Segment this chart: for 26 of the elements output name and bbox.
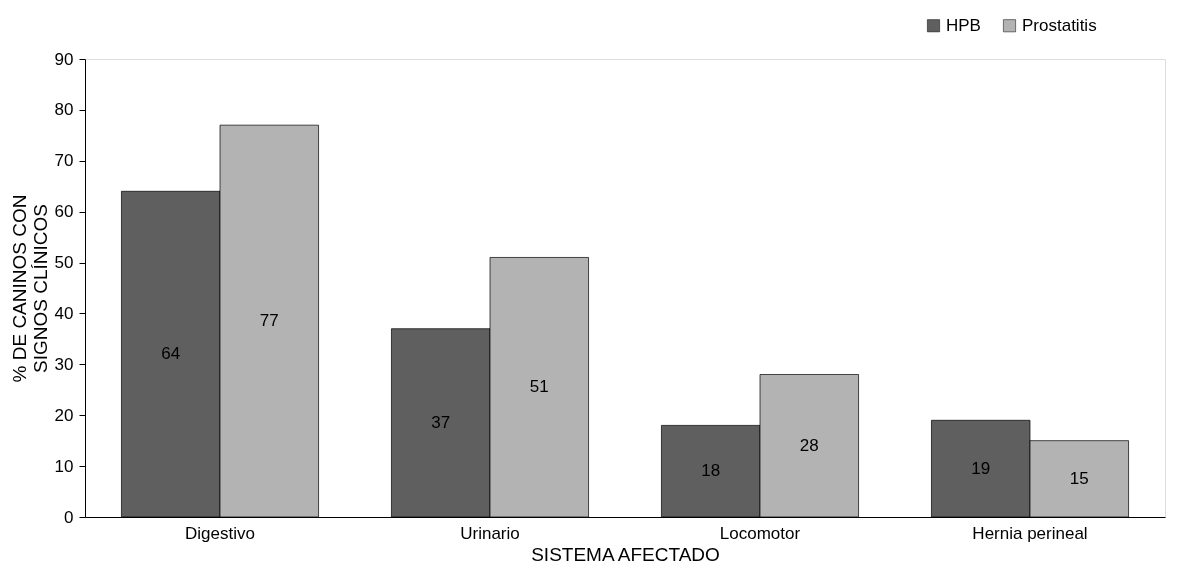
- y-axis-title: % DE CANINOS CON SIGNOS CLÍNICOS: [8, 194, 51, 383]
- x-axis-title: SISTEMA AFECTADO: [531, 543, 720, 565]
- y-tick-label: 30: [54, 354, 74, 374]
- y-tick-label: 70: [54, 151, 74, 171]
- data-label: 64: [161, 344, 181, 364]
- legend-label: Prostatitis: [1022, 15, 1097, 35]
- data-label: 51: [529, 377, 549, 397]
- y-tick-label: 60: [54, 202, 74, 222]
- y-tick-label: 0: [64, 507, 74, 527]
- y-tick-label: 50: [54, 253, 74, 273]
- data-label: 15: [1069, 468, 1089, 488]
- x-tick-label: Hernia perineal: [972, 523, 1088, 543]
- data-label: 77: [259, 311, 279, 331]
- x-tick-label: Digestivo: [185, 523, 255, 543]
- y-tick-label: 80: [54, 100, 74, 120]
- data-label: 28: [799, 435, 819, 455]
- y-tick-label: 90: [54, 49, 74, 69]
- data-label: 37: [431, 412, 451, 432]
- y-tick-label: 10: [54, 456, 74, 476]
- y-tick-label: 40: [54, 303, 74, 323]
- data-label: 18: [701, 461, 721, 481]
- x-tick-label: Urinario: [460, 523, 520, 543]
- legend-label: HPB: [946, 15, 981, 35]
- x-tick-label: Locomotor: [719, 523, 801, 543]
- data-label: 19: [971, 458, 991, 478]
- y-tick-label: 20: [54, 405, 74, 425]
